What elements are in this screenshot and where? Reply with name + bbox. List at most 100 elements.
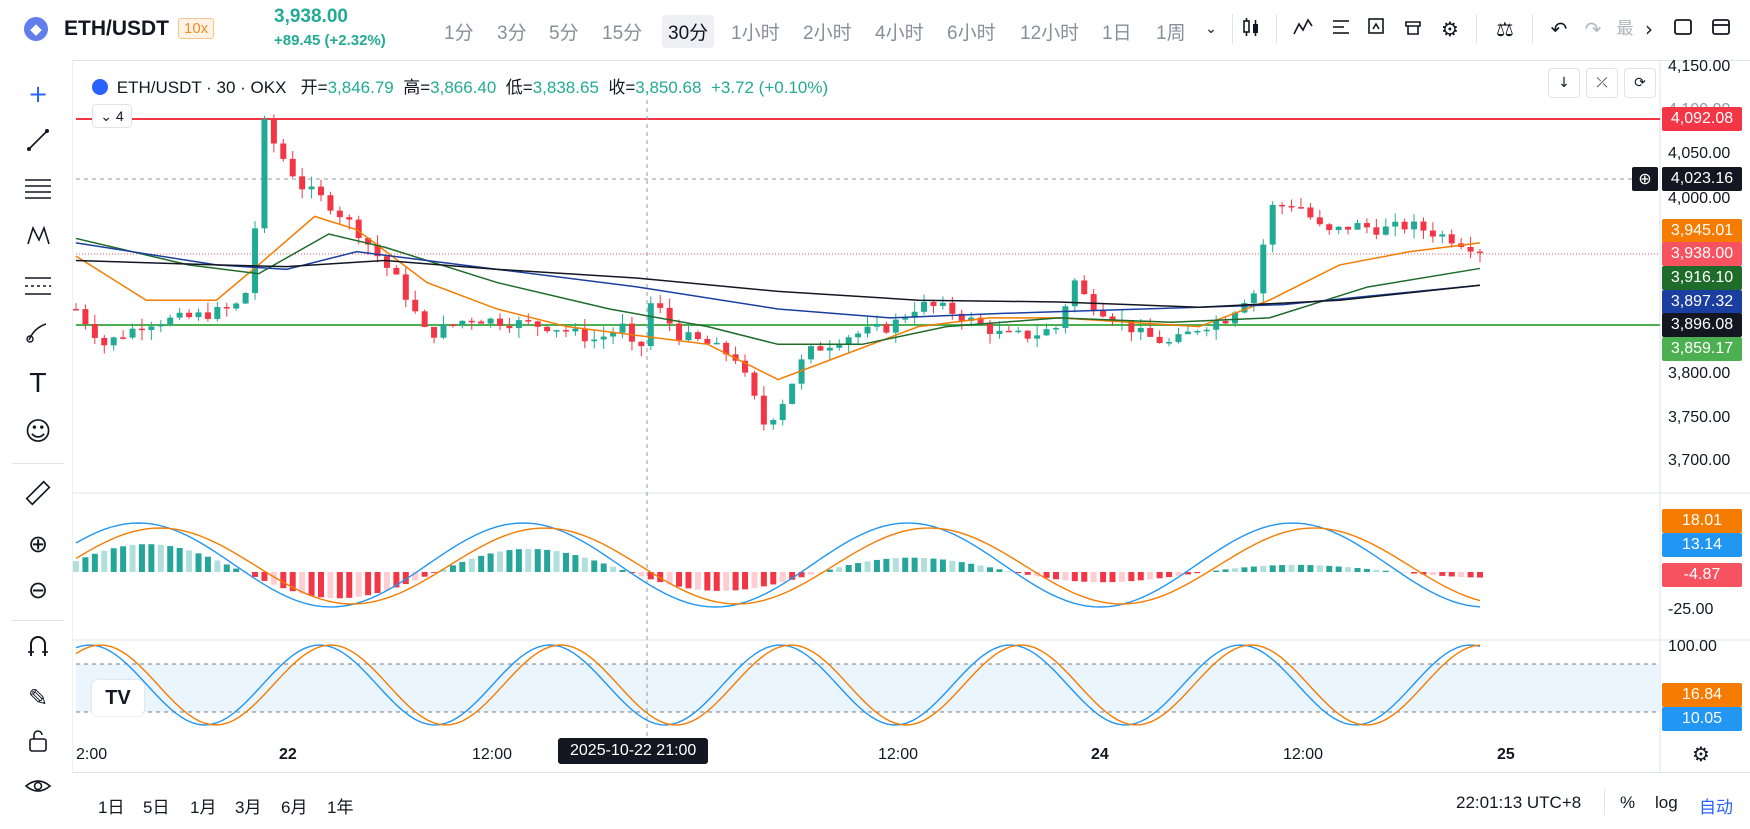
candle [148, 326, 154, 330]
candle [676, 324, 682, 341]
time-label: 25 [1497, 746, 1515, 764]
macd-badge-macd: 13.14 [1662, 533, 1742, 557]
time-label: 12:00 [878, 746, 918, 764]
move-down-icon[interactable]: ↓ [1548, 68, 1580, 98]
macd-histogram-bar [535, 549, 541, 572]
range-5d[interactable]: 5日 [143, 793, 169, 818]
candle [403, 274, 409, 299]
macd-histogram-bar [1053, 572, 1059, 579]
macd-histogram-bar [742, 572, 748, 589]
price-badge-ma1: 3,945.01 [1662, 219, 1742, 243]
candle [1034, 335, 1040, 338]
add-alert-icon[interactable]: ⊕ [1632, 167, 1658, 191]
range-1m[interactable]: 1月 [190, 793, 216, 818]
candle [883, 324, 889, 333]
macd-histogram-bar [1439, 572, 1445, 576]
candle [808, 346, 814, 359]
macd-histogram-bar [337, 572, 343, 598]
candle [1383, 227, 1389, 235]
candle [177, 313, 183, 318]
macd-histogram-bar [751, 572, 757, 588]
candle [337, 211, 343, 218]
candle [1298, 207, 1304, 209]
macd-histogram-bar [1251, 567, 1257, 572]
log-toggle[interactable]: log [1655, 793, 1678, 813]
legend-close: 3,850.68 [635, 78, 701, 97]
candle [761, 396, 767, 425]
macd-histogram-bar [167, 546, 173, 572]
range-1y[interactable]: 1年 [327, 793, 353, 818]
axis-settings-icon[interactable]: ⚙ [1692, 742, 1710, 766]
macd-histogram-bar [1336, 567, 1342, 572]
macd-histogram-bar [1025, 572, 1031, 575]
collapse-icon[interactable]: ⤫ [1586, 68, 1618, 98]
macd-histogram-bar [459, 562, 465, 572]
macd-histogram-bar [1279, 565, 1285, 572]
macd-histogram-bar [912, 558, 918, 572]
macd-histogram-bar [422, 572, 428, 577]
candle [205, 312, 211, 319]
indicators-toggle[interactable]: ⌄ 4 [92, 104, 132, 128]
range-6m[interactable]: 6月 [281, 793, 307, 818]
price-tick: 4,000.00 [1668, 190, 1730, 208]
macd-histogram-bar [723, 572, 729, 591]
candle [73, 309, 79, 311]
candle [1373, 227, 1379, 234]
candle [865, 327, 871, 334]
macd-histogram-bar [638, 572, 644, 576]
macd-histogram-bar [356, 572, 362, 597]
candle [261, 119, 267, 228]
macd-histogram-bar [1383, 571, 1389, 572]
candle [450, 324, 456, 326]
macd-histogram-bar [544, 550, 550, 572]
macd-line [76, 523, 1480, 607]
macd-histogram-bar [836, 567, 842, 572]
candle [591, 340, 597, 342]
candle [1326, 224, 1332, 230]
macd-histogram-bar [1241, 567, 1247, 572]
candle [996, 331, 1002, 334]
candle [930, 302, 936, 306]
candle [1260, 245, 1266, 294]
candle [1279, 205, 1285, 207]
candle [1468, 247, 1474, 252]
auto-scale-toggle[interactable]: 自动 [1699, 793, 1733, 818]
clock[interactable]: 22:01:13 UTC+8 [1456, 793, 1581, 813]
macd-histogram-bar [1449, 572, 1455, 576]
macd-histogram-bar [733, 572, 739, 590]
ohlc-legend[interactable]: ETH/USDT · 30 · OKX 开=3,846.79 高=3,866.4… [92, 73, 828, 98]
price-badge-last: 3,938.00 [1662, 242, 1742, 266]
macd-histogram-bar [1260, 566, 1266, 572]
candle [572, 329, 578, 332]
candle [1157, 337, 1163, 343]
macd-histogram-bar [1138, 572, 1144, 580]
candle [346, 217, 352, 219]
macd-histogram-bar [224, 564, 230, 572]
macd-histogram-bar [1081, 572, 1087, 582]
macd-histogram-bar [808, 572, 814, 575]
macd-histogram-bar [1430, 572, 1436, 575]
candle [751, 373, 757, 396]
macd-histogram-bar [252, 572, 258, 577]
macd-histogram-bar [1458, 572, 1464, 577]
candle [327, 195, 333, 210]
candle [309, 187, 315, 190]
candle [186, 313, 192, 317]
macd-histogram-bar [516, 549, 522, 572]
candle [139, 329, 145, 331]
range-1d[interactable]: 1日 [98, 793, 124, 818]
macd-histogram-bar [478, 556, 484, 572]
stoch-badge-d: 16.84 [1662, 683, 1742, 707]
percent-toggle[interactable]: % [1620, 793, 1635, 813]
maximize-pane-icon[interactable]: ⟳ [1624, 68, 1656, 98]
macd-histogram-bar [92, 554, 98, 572]
macd-histogram-bar [572, 555, 578, 572]
candle [440, 324, 446, 337]
macd-histogram-bar [902, 558, 908, 572]
candle [874, 324, 880, 327]
range-3m[interactable]: 3月 [235, 793, 261, 818]
time-label: 22 [279, 746, 297, 764]
candle [101, 338, 107, 345]
macd-histogram-bar [893, 558, 899, 572]
